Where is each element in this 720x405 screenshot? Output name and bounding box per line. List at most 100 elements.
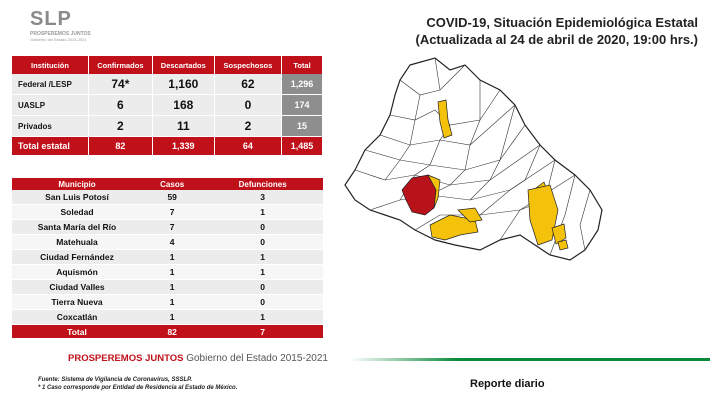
table-row: Soledad 7 1 xyxy=(12,205,323,220)
cell: San Luis Potosí xyxy=(12,190,142,205)
col-header: Total xyxy=(282,56,323,74)
cell: 1,485 xyxy=(282,137,323,156)
col-header: Confirmados xyxy=(89,56,153,74)
cell: Federal /LESP xyxy=(12,74,89,95)
col-header: Descartados xyxy=(152,56,215,74)
municipality-tierra-nueva xyxy=(457,207,483,223)
cell: 168 xyxy=(152,95,215,116)
state-map xyxy=(344,57,603,261)
cell: 1,160 xyxy=(152,74,215,95)
footer-slogan: PROSPEREMOS JUNTOS Gobierno del Estado 2… xyxy=(68,353,328,364)
cell: 1 xyxy=(202,265,323,280)
table-row: Santa María del Río 7 0 xyxy=(12,220,323,235)
municipality-borders xyxy=(354,57,591,256)
cell: 1 xyxy=(142,280,203,295)
cell: 7 xyxy=(202,325,323,339)
table-row: Ciudad Fernández 1 1 xyxy=(12,250,323,265)
cell: 15 xyxy=(282,116,323,137)
municipality-santa-maria-del-rio xyxy=(429,214,479,241)
cell: 1 xyxy=(202,205,323,220)
cell: 1 xyxy=(142,295,203,310)
cell: Total estatal xyxy=(12,137,89,156)
cell: 0 xyxy=(202,280,323,295)
cell: 11 xyxy=(152,116,215,137)
cell: Coxcatlán xyxy=(12,310,142,325)
table-row: Matehuala 4 0 xyxy=(12,235,323,250)
cell: 0 xyxy=(202,220,323,235)
municipality-coxcatlan xyxy=(557,239,569,251)
cell: 2 xyxy=(214,116,282,137)
cell: 59 xyxy=(142,190,203,205)
table-header-row: Municipio Casos Defunciones xyxy=(12,178,323,190)
cell: 7 xyxy=(142,220,203,235)
cell: 1 xyxy=(142,250,203,265)
fuente: Fuente: Sistema de Vigilancia de Coronav… xyxy=(38,377,193,383)
cell: 82 xyxy=(89,137,153,156)
cell: 0 xyxy=(214,95,282,116)
slogan: PROSPEREMOS JUNTOS xyxy=(68,353,184,364)
title-line2: (Actualizada al 24 de abril de 2020, 19:… xyxy=(415,32,698,47)
table-header-row: Institución Confirmados Descartados Sosp… xyxy=(12,56,323,74)
cell: Total xyxy=(12,325,142,339)
cell: 82 xyxy=(142,325,203,339)
cell: 6 xyxy=(89,95,153,116)
cell: 74* xyxy=(89,74,153,95)
cell: 4 xyxy=(142,235,203,250)
table-row: Tierra Nueva 1 0 xyxy=(12,295,323,310)
logo-main: SLP xyxy=(30,8,72,30)
col-header: Casos xyxy=(142,178,203,190)
col-header: Sospechosos xyxy=(214,56,282,74)
table-row: Privados 2 11 2 15 xyxy=(12,116,323,137)
col-header: Municipio xyxy=(12,178,142,190)
cell: 1 xyxy=(202,250,323,265)
cell: 1,339 xyxy=(152,137,215,156)
cell: UASLP xyxy=(12,95,89,116)
cell: 7 xyxy=(142,205,203,220)
logo-sub: PROSPEREMOS JUNTOS xyxy=(30,31,91,37)
total-row: Total estatal 82 1,339 64 1,485 xyxy=(12,137,323,156)
col-header: Defunciones xyxy=(202,178,323,190)
municipality-table: Municipio Casos Defunciones San Luis Pot… xyxy=(12,178,323,339)
logo-sub2: Gobierno del Estado 2015-2021 xyxy=(30,37,87,42)
green-stripe xyxy=(350,358,710,361)
gobierno: Gobierno del Estado 2015-2021 xyxy=(186,353,328,364)
page-title: COVID-19, Situación Epidemiológica Estat… xyxy=(415,14,698,48)
table-row: UASLP 6 168 0 174 xyxy=(12,95,323,116)
nota: * 1 Caso corresponde por Entidad de Resi… xyxy=(38,385,238,391)
cell: Ciudad Fernández xyxy=(12,250,142,265)
total-row: Total 82 7 xyxy=(12,325,323,339)
cell: 0 xyxy=(202,295,323,310)
cell: 62 xyxy=(214,74,282,95)
institution-table: Institución Confirmados Descartados Sosp… xyxy=(12,56,323,156)
cell: Ciudad Valles xyxy=(12,280,142,295)
municipality-soledad xyxy=(427,174,441,209)
cell: 1 xyxy=(142,310,203,325)
cell: 1 xyxy=(142,265,203,280)
cell: Santa María del Río xyxy=(12,220,142,235)
cell: 1,296 xyxy=(282,74,323,95)
cell: Privados xyxy=(12,116,89,137)
cell: 64 xyxy=(214,137,282,156)
cell: 3 xyxy=(202,190,323,205)
cell: Soledad xyxy=(12,205,142,220)
table-row: Coxcatlán 1 1 xyxy=(12,310,323,325)
table-row: San Luis Potosí 59 3 xyxy=(12,190,323,205)
table-row: Federal /LESP 74* 1,160 62 1,296 xyxy=(12,74,323,95)
municipality-matehuala xyxy=(437,99,453,139)
municipality-ciudad-valles xyxy=(527,184,559,246)
cell: Tierra Nueva xyxy=(12,295,142,310)
cell: 1 xyxy=(202,310,323,325)
municipality-aquismon xyxy=(551,223,567,245)
col-header: Institución xyxy=(12,56,89,74)
cell: Matehuala xyxy=(12,235,142,250)
cell: 0 xyxy=(202,235,323,250)
title-line1: COVID-19, Situación Epidemiológica Estat… xyxy=(426,15,698,30)
table-row: Aquismón 1 1 xyxy=(12,265,323,280)
cell: 2 xyxy=(89,116,153,137)
table-row: Ciudad Valles 1 0 xyxy=(12,280,323,295)
cell: Aquismón xyxy=(12,265,142,280)
cell: 174 xyxy=(282,95,323,116)
source-note: Fuente: Sistema de Vigilancia de Coronav… xyxy=(38,376,237,392)
logo: SLP PROSPEREMOS JUNTOS Gobierno del Esta… xyxy=(30,8,100,42)
report-label: Reporte diario xyxy=(470,378,545,390)
